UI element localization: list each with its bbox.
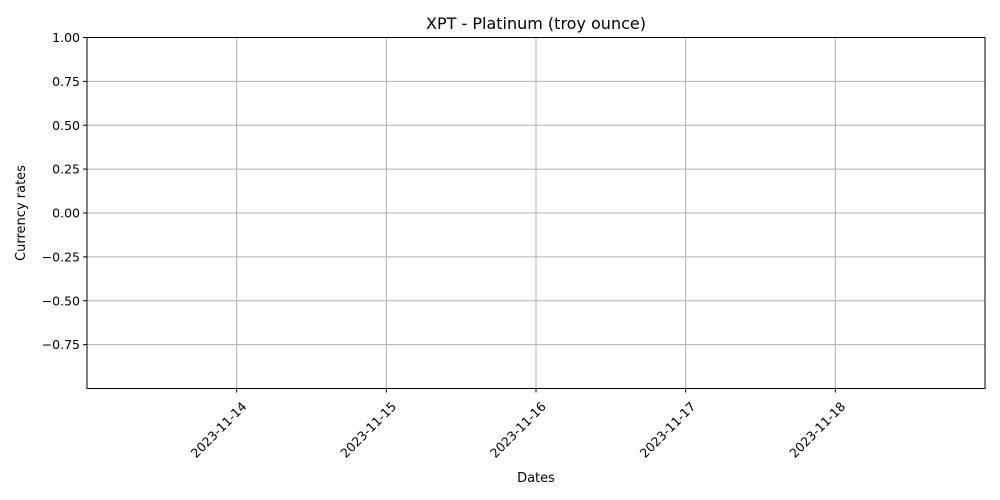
x-tick-label: 2023-11-16 — [487, 399, 549, 461]
y-tick-label: 0.25 — [52, 162, 80, 177]
x-tick-label: 2023-11-18 — [786, 399, 848, 461]
x-axis: 2023-11-14 2023-11-15 2023-11-16 2023-11-17… — [188, 388, 848, 461]
x-tick-label: 2023-11-17 — [637, 399, 699, 461]
chart-title: XPT - Platinum (troy ounce) — [426, 14, 646, 33]
y-tick-label: −0.50 — [42, 293, 80, 308]
x-tick-label: 2023-11-14 — [188, 399, 250, 461]
y-tick-label: −0.25 — [42, 249, 80, 264]
x-axis-label: Dates — [517, 471, 555, 486]
grid-lines — [87, 37, 985, 389]
y-axis: 1.00 0.75 0.50 0.25 0.00 −0.25 −0.50 −0.75 — [42, 30, 87, 352]
y-tick-label: 0.00 — [52, 206, 80, 221]
x-tick-label: 2023-11-15 — [337, 399, 399, 461]
y-axis-label: Currency rates — [14, 165, 29, 261]
y-tick-label: 0.50 — [52, 118, 80, 133]
y-tick-label: 0.75 — [52, 74, 80, 89]
y-tick-label: 1.00 — [52, 30, 80, 45]
y-tick-label: −0.75 — [42, 337, 80, 352]
